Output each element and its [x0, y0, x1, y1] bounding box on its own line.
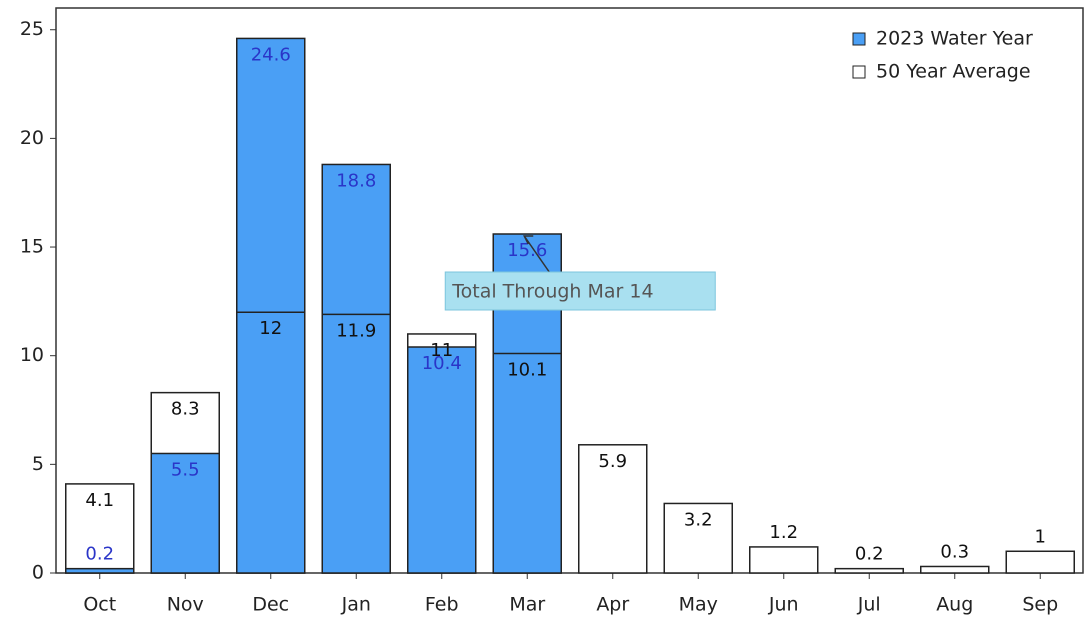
- value-label: 8.3: [171, 399, 200, 420]
- average-bar: [749, 546, 819, 574]
- water-year-bar: [321, 163, 391, 574]
- average-bar: [920, 565, 990, 574]
- x-tick-label: Apr: [596, 594, 629, 616]
- annotation-arrow: [523, 235, 550, 273]
- x-tick-label: Oct: [83, 594, 116, 616]
- value-label: 5.5: [171, 459, 200, 480]
- value-label: 0.2: [85, 544, 114, 565]
- value-label: 0.3: [940, 541, 969, 562]
- average-bar: [663, 502, 733, 574]
- x-tick-label: Aug: [936, 594, 973, 616]
- y-tick-label: 5: [32, 453, 44, 475]
- value-label: 10.1: [507, 360, 547, 381]
- value-label: 10.4: [422, 353, 462, 374]
- x-tick-label: Feb: [425, 594, 459, 616]
- value-label: 11: [430, 340, 453, 361]
- legend-label: 2023 Water Year: [876, 28, 1033, 50]
- x-tick-label: Jan: [341, 594, 371, 616]
- x-tick-label: Nov: [167, 594, 204, 616]
- x-tick-label: May: [679, 594, 718, 616]
- x-tick-label: Jun: [768, 594, 799, 616]
- value-label: 5.9: [598, 451, 627, 472]
- water-year-bar: [65, 567, 135, 574]
- value-label: 11.9: [336, 320, 376, 341]
- value-label: 3.2: [684, 509, 713, 530]
- y-tick-label: 25: [20, 18, 44, 40]
- plot-frame: [55, 7, 1084, 574]
- value-label: 4.1: [85, 490, 114, 511]
- annotation-text: Total Through Mar 14: [451, 281, 653, 303]
- y-tick-label: 20: [20, 127, 44, 149]
- average-bar: [1005, 550, 1075, 574]
- legend-label: 50 Year Average: [876, 61, 1031, 83]
- x-tick-label: Sep: [1022, 594, 1058, 616]
- annotation-arrowhead: [523, 235, 534, 245]
- annotation-box: [444, 271, 716, 311]
- value-label: 18.8: [336, 170, 376, 191]
- y-tick-label: 0: [32, 562, 44, 584]
- value-label: 24.6: [251, 44, 291, 65]
- x-tick-label: Mar: [509, 594, 545, 616]
- legend-swatch: [852, 32, 866, 46]
- value-label: 1.2: [769, 522, 798, 543]
- water-year-bar: [150, 452, 220, 574]
- average-bar: [578, 444, 648, 574]
- value-label: 12: [259, 318, 282, 339]
- y-tick-label: 15: [20, 236, 44, 258]
- value-label: 0.2: [855, 544, 884, 565]
- x-tick-label: Jul: [857, 594, 881, 616]
- legend-swatch: [852, 65, 866, 79]
- water-year-bar: [407, 346, 477, 574]
- value-label: 1: [1035, 526, 1046, 547]
- water-year-bar: [236, 37, 306, 574]
- y-tick-label: 10: [20, 344, 44, 366]
- average-bar: [834, 567, 904, 574]
- x-tick-label: Dec: [252, 594, 289, 616]
